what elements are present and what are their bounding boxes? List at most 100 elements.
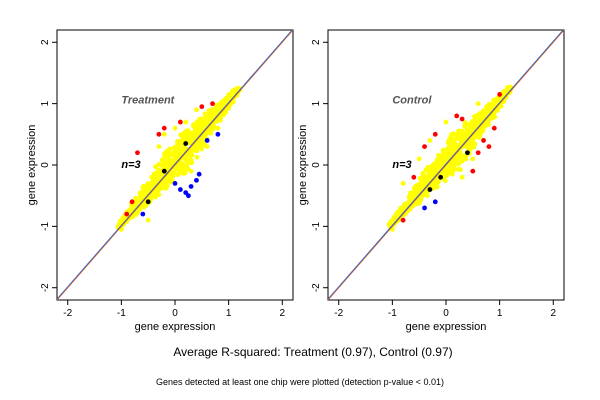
data-point [184, 130, 189, 135]
data-point [142, 191, 148, 197]
data-point [420, 170, 426, 176]
x-axis-label: gene expression [135, 321, 216, 333]
y-axis-label: gene expression [26, 125, 38, 206]
data-point [388, 218, 394, 224]
x-axis-label: gene expression [406, 321, 487, 333]
y-tick-label: 1 [311, 100, 322, 106]
data-point [200, 125, 206, 130]
data-point [183, 155, 189, 161]
y-tick-label: 1 [40, 100, 51, 106]
y-tick-label: -2 [311, 283, 322, 292]
data-point [407, 193, 413, 199]
y-tick-label: 0 [311, 162, 322, 168]
footnote: Genes detected at least one chip were pl… [156, 377, 444, 387]
data-point [140, 211, 146, 217]
data-point [172, 125, 178, 131]
x-tick-label: 1 [226, 308, 232, 319]
data-point [411, 174, 417, 180]
data-point [431, 161, 437, 167]
data-point [418, 195, 423, 201]
data-point [416, 156, 422, 162]
data-point [210, 101, 215, 107]
data-point [434, 158, 440, 163]
data-point [194, 128, 200, 134]
x-tick-label: 2 [550, 308, 556, 319]
data-point [491, 125, 497, 131]
data-point [450, 140, 456, 146]
caption: Average R-squared: Treatment (0.97), Con… [173, 345, 452, 359]
data-point [432, 131, 438, 137]
data-point [459, 116, 465, 122]
data-point [439, 162, 444, 168]
data-point [153, 194, 158, 200]
data-point [458, 167, 463, 173]
data-point [154, 170, 159, 176]
x-tick-label: 2 [279, 308, 285, 319]
data-point [454, 113, 460, 119]
data-point [475, 150, 481, 156]
data-point [154, 189, 160, 195]
data-point [414, 201, 420, 207]
data-point [195, 145, 200, 151]
data-point [145, 199, 151, 205]
data-point [443, 119, 449, 125]
y-tick-label: -1 [311, 221, 322, 230]
x-tick-label: -1 [388, 308, 397, 319]
data-point [484, 104, 489, 110]
data-point [151, 179, 157, 184]
data-point [217, 116, 222, 122]
data-point [158, 162, 164, 168]
data-point [456, 128, 462, 134]
data-point [215, 131, 221, 137]
data-point [481, 138, 486, 143]
data-point [456, 143, 462, 148]
data-point [507, 85, 512, 90]
data-point [199, 146, 204, 152]
data-point [451, 160, 457, 166]
data-point [226, 93, 232, 99]
data-point [425, 176, 431, 181]
data-point [161, 168, 167, 174]
data-point [164, 148, 170, 154]
data-point [137, 190, 143, 196]
data-point [198, 116, 204, 122]
data-point [503, 88, 509, 94]
reference-line [57, 30, 293, 300]
data-point [431, 180, 437, 186]
data-point [206, 115, 211, 120]
data-point [465, 150, 470, 156]
data-point [124, 211, 130, 217]
data-point [193, 134, 198, 140]
data-point [470, 156, 476, 162]
y-tick-label: -2 [40, 283, 51, 292]
y-tick-label: -1 [40, 221, 51, 230]
data-point [197, 120, 203, 126]
data-point [455, 161, 461, 167]
data-point [438, 174, 444, 180]
data-point [486, 144, 492, 149]
data-point [204, 138, 210, 143]
data-point [454, 133, 459, 138]
data-point [463, 156, 469, 162]
data-point [430, 165, 436, 171]
data-point [420, 175, 426, 181]
data-point [170, 173, 176, 179]
y-axis-label: gene expression [297, 125, 309, 206]
data-point [434, 164, 440, 170]
plot-area [328, 30, 564, 300]
data-point [194, 177, 199, 183]
reference-line [328, 30, 564, 300]
data-point [206, 108, 212, 113]
data-point [163, 160, 169, 166]
data-point [159, 157, 165, 163]
x-tick-label: -2 [63, 308, 72, 319]
panel-title: Control [392, 95, 432, 107]
data-point [183, 119, 189, 125]
data-point [230, 91, 236, 97]
data-point [177, 119, 183, 125]
data-point [466, 129, 472, 135]
reference-line [328, 30, 564, 300]
data-point [173, 166, 179, 172]
data-point [422, 144, 427, 149]
